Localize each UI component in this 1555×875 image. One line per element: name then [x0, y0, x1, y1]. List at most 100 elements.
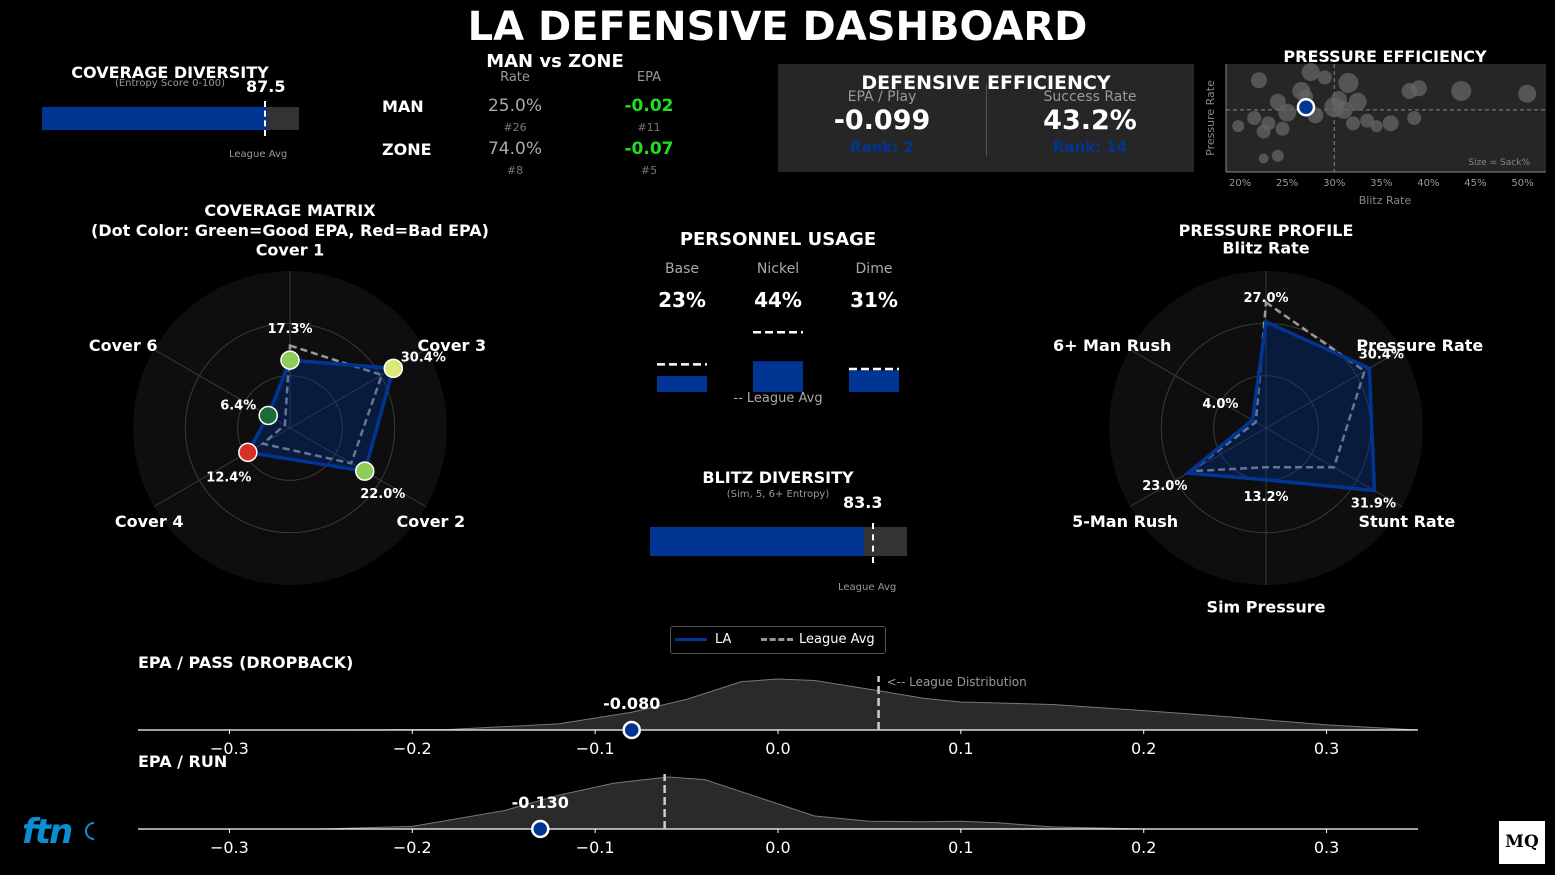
- radar-value-label: 4.0%: [1202, 397, 1238, 412]
- radar-team-polygon: [245, 358, 396, 474]
- success-rate-rank: Rank: 14: [1052, 138, 1128, 156]
- epa-x-tick: −0.3: [210, 739, 249, 758]
- scatter-point: [1317, 70, 1332, 85]
- epa-distributions: EPA / PASS (DROPBACK) <-- League Distribu…: [138, 653, 1419, 857]
- coverage-matrix-subtitle: (Dot Color: Green=Good EPA, Red=Bad EPA): [91, 221, 489, 240]
- success-rate-value: 43.2%: [1043, 105, 1137, 136]
- epa-density-area: [138, 776, 1418, 830]
- chart-legend: LA League Avg: [670, 626, 886, 654]
- legend-league-swatch: [761, 638, 793, 641]
- scatter-point: [1407, 111, 1422, 125]
- scatter-point: [1410, 80, 1427, 97]
- radar-axis-label: Cover 1: [256, 240, 325, 259]
- epa-density-area: [138, 678, 1419, 731]
- scatter-point: [1258, 153, 1269, 164]
- personnel-bar: [657, 375, 707, 392]
- epa-team-label: -0.080: [603, 694, 660, 713]
- epa-play-value: -0.099: [833, 105, 931, 136]
- zone-rate-rank: #8: [506, 164, 524, 177]
- epa-team-point: [622, 720, 641, 740]
- personnel-usage-title: PERSONNEL USAGE: [680, 229, 876, 250]
- radar-value-label: 30.4%: [401, 350, 446, 365]
- radar-point: [355, 461, 375, 481]
- radar-value-label: 30.4%: [1359, 347, 1404, 362]
- radar-axis-label: Sim Pressure: [1207, 598, 1326, 617]
- scatter-point: [1301, 63, 1320, 82]
- radar-point: [238, 442, 258, 463]
- ftn-logo-icon: [85, 822, 103, 840]
- mq-logo: MQ: [1499, 821, 1545, 864]
- radar-value-label: 22.0%: [360, 487, 405, 502]
- radar-spoke: [1265, 349, 1403, 429]
- blitz-diversity-bar: [650, 527, 865, 556]
- scatter-size-note: Size = Sack%: [1468, 158, 1530, 168]
- man-rate-rank: #26: [503, 121, 527, 134]
- scatter-point: [1338, 72, 1359, 93]
- blitz-diversity-league-line: [872, 523, 875, 563]
- scatter-x-tick: 50%: [1511, 178, 1533, 189]
- scatter-team-point: [1296, 97, 1316, 117]
- coverage-matrix-radar: 17.3% 30.4% 22.0% 12.4% 6.4% Cover 1 Cover 3 Co…: [89, 240, 487, 585]
- pressure-profile-title: PRESSURE PROFILE: [1178, 221, 1354, 240]
- radar-value-label: 6.4%: [220, 398, 256, 413]
- pressure-efficiency-title: PRESSURE EFFICIENCY: [1283, 47, 1487, 66]
- epa-x-tick: 0.2: [1131, 739, 1156, 758]
- epa-x-tick: −0.3: [210, 838, 249, 857]
- man-epa: -0.02: [624, 96, 674, 116]
- zone-row-label: ZONE: [382, 140, 432, 159]
- scatter-x-tick: 35%: [1370, 178, 1392, 189]
- scatter-point: [1518, 84, 1537, 103]
- epa-x-tick: 0.1: [948, 838, 973, 857]
- zone-rate: 74.0%: [487, 139, 542, 159]
- epa-x-tick: −0.2: [393, 739, 432, 758]
- radar-axis-label: 5-Man Rush: [1072, 512, 1178, 531]
- scatter-point: [1250, 72, 1267, 89]
- epa-team-label: -0.130: [512, 793, 569, 812]
- personnel-value-label: 44%: [754, 288, 802, 312]
- radar-point: [280, 350, 300, 370]
- radar-axis-label: Cover 6: [89, 336, 158, 355]
- epa-x-tick: −0.1: [576, 838, 615, 857]
- blitz-diversity-subtitle: (Sim, 5, 6+ Entropy): [726, 489, 830, 500]
- radar-league-polygon: [1187, 300, 1367, 473]
- coverage-diversity-league-label: League Avg: [229, 149, 288, 160]
- radar-spoke: [289, 349, 427, 429]
- scatter-point: [1256, 124, 1271, 139]
- man-row-label: MAN: [382, 97, 424, 116]
- blitz-diversity-league-label: League Avg: [838, 582, 897, 593]
- scatter-point: [1232, 120, 1245, 133]
- scatter-x-tick: 25%: [1276, 178, 1298, 189]
- personnel-bar: [849, 370, 899, 392]
- epa-panel-title: EPA / RUN: [138, 752, 227, 771]
- page-title: LA DEFENSIVE DASHBOARD: [467, 4, 1088, 50]
- epa-team-point: [531, 819, 550, 839]
- epa-x-tick: 0.2: [1131, 838, 1156, 857]
- radar-axis-label: Cover 3: [418, 336, 487, 355]
- scatter-point: [1348, 92, 1367, 111]
- legend-league-label: League Avg: [799, 632, 875, 647]
- radar-point: [383, 358, 404, 379]
- pressure-profile-radar: 27.0% 30.4% 31.9% 13.2% 23.0% 4.0% Blitz Rate P…: [1053, 238, 1483, 617]
- defensive-efficiency-panel: DEFENSIVE EFFICIENCY EPA / Play -0.099 R…: [778, 64, 1194, 172]
- personnel-category-label: Dime: [856, 261, 893, 277]
- radar-axis-label: Stunt Rate: [1358, 512, 1455, 531]
- scatter-point: [1370, 120, 1383, 133]
- radar-value-label: 13.2%: [1243, 490, 1288, 505]
- scatter-point: [1382, 115, 1399, 132]
- radar-axis-label: Blitz Rate: [1222, 238, 1309, 257]
- radar-value-label: 31.9%: [1351, 497, 1396, 512]
- man-zone-rate-header: Rate: [500, 70, 530, 85]
- legend-team-label: LA: [715, 632, 732, 647]
- coverage-matrix-title-line: COVERAGE MATRIX: [204, 201, 376, 220]
- pressure-efficiency-chart: PRESSURE EFFICIENCY 20% 25% 30% 35% 40% 45% 50…: [1204, 47, 1546, 207]
- blitz-diversity-title: BLITZ DIVERSITY: [702, 468, 854, 487]
- scatter-point: [1360, 113, 1375, 128]
- zone-epa: -0.07: [624, 139, 674, 159]
- epa-league-annotation: <-- League Distribution: [887, 675, 1027, 689]
- radar-point: [258, 405, 278, 426]
- epa-panel-title: EPA / PASS (DROPBACK): [138, 653, 353, 672]
- radar-league-polygon: [260, 343, 384, 465]
- ftn-logo-text: ftn: [22, 812, 72, 850]
- personnel-value-label: 23%: [658, 288, 706, 312]
- defensive-efficiency-title: DEFENSIVE EFFICIENCY: [861, 72, 1111, 94]
